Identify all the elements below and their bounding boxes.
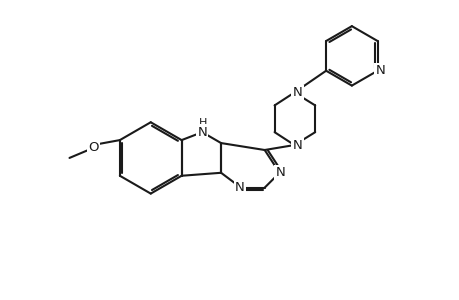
Text: N: N [275, 166, 285, 179]
Text: N: N [292, 139, 302, 152]
Text: N: N [235, 181, 244, 194]
Text: H: H [199, 118, 207, 128]
Text: N: N [375, 64, 385, 77]
Text: N: N [197, 126, 207, 139]
Text: N: N [292, 86, 302, 99]
Text: O: O [88, 140, 98, 154]
